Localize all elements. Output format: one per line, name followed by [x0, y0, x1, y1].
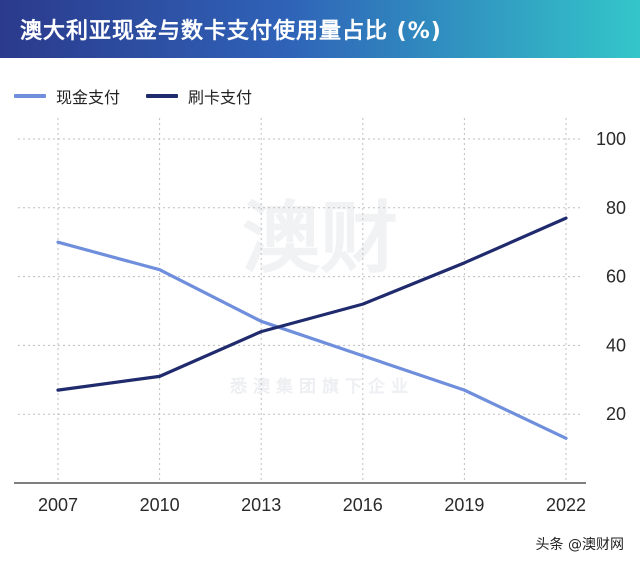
tick-labels: 2007 2010 2013 2016 2019 2022 20 40 60 80 100 [38, 129, 626, 515]
series-line-card [56, 216, 568, 392]
y-tick-label-40: 40 [606, 335, 626, 355]
y-tick-label-100: 100 [596, 129, 626, 149]
y-tick-label-60: 60 [606, 267, 626, 287]
legend-label-cash: 现金支付 [56, 88, 121, 107]
x-tick-label-2007: 2007 [38, 495, 78, 515]
legend-label-card: 刷卡支付 [188, 88, 253, 107]
x-tick-label-2013: 2013 [241, 495, 281, 515]
x-tick-label-2019: 2019 [444, 495, 484, 515]
legend-item-card: 刷卡支付 [146, 84, 252, 108]
x-tick-label-2022: 2022 [546, 495, 586, 515]
series-line-cash [56, 240, 568, 440]
legend-swatch-card [146, 94, 179, 98]
chart-title: 澳大利亚现金与数卡支付使用量占比 (%) [20, 19, 442, 44]
title-banner: 澳大利亚现金与数卡支付使用量占比 (%) [0, 0, 640, 58]
legend-swatch-cash [14, 94, 46, 98]
y-tick-label-20: 20 [606, 404, 626, 424]
x-tick-label-2010: 2010 [140, 495, 180, 515]
legend-item-cash: 现金支付 [14, 84, 120, 108]
source-credit: 头条 @澳财网 [531, 533, 628, 555]
series-lines [56, 216, 568, 440]
x-tick-label-2016: 2016 [343, 495, 383, 515]
legend: 现金支付 刷卡支付 [14, 84, 278, 108]
grid-lines [18, 118, 580, 483]
y-tick-label-80: 80 [606, 198, 626, 218]
